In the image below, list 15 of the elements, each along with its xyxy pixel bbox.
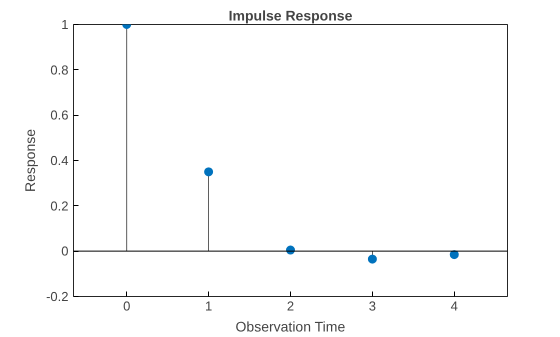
y-tick-label: 0.8 [50,62,69,78]
x-tick-label: 2 [286,298,294,314]
y-tick-label: -0.2 [46,289,69,304]
y-tick-label: 1 [61,17,69,32]
x-tick-label: 0 [123,298,130,314]
y-tick-label: 0.6 [50,108,69,123]
y-tick-label: 0 [61,244,69,259]
y-axis-title: Response [22,128,38,192]
y-tick-label: 0.4 [50,153,69,168]
y-tick-label: 0.2 [50,198,69,214]
x-axis-title: Observation Time [236,318,346,334]
x-tick-label: 1 [205,298,212,314]
x-tick-label: 3 [368,298,376,314]
chart-title: Impulse Response [228,8,353,24]
x-tick-label: 4 [450,298,458,314]
